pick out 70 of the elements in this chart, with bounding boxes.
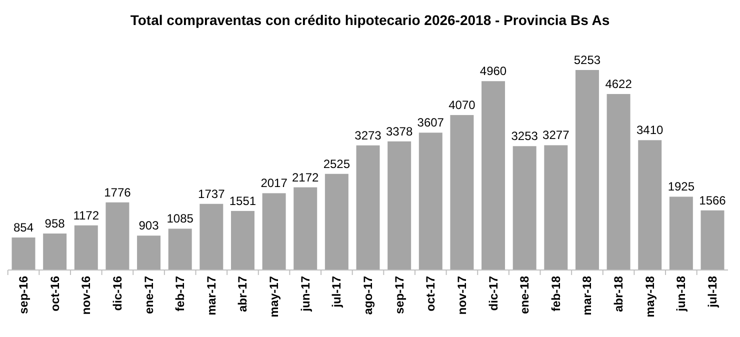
x-tick-label: ago-17 — [361, 276, 375, 315]
x-tick-label: jul-17 — [330, 276, 344, 308]
x-tick-label: sep-16 — [16, 276, 30, 314]
bar — [12, 237, 36, 270]
bar — [606, 94, 630, 270]
data-label: 1551 — [229, 194, 256, 208]
bar — [700, 210, 724, 270]
bar — [294, 187, 318, 270]
x-tick-label: jul-18 — [706, 276, 720, 308]
data-label: 903 — [138, 218, 160, 233]
data-label: 1925 — [668, 180, 695, 194]
x-tick-label: dic-17 — [486, 276, 500, 311]
data-label: 3273 — [354, 128, 382, 142]
data-label: 958 — [44, 216, 66, 231]
x-tick-label: jun-18 — [674, 276, 688, 312]
bar — [200, 204, 224, 270]
x-tick-label: oct-16 — [48, 276, 62, 312]
data-label: 3277 — [542, 128, 570, 142]
bar — [544, 145, 568, 270]
x-tick-label: dic-16 — [110, 276, 124, 311]
x-tick-label: abr-18 — [612, 276, 626, 312]
data-label: 5253 — [574, 53, 601, 67]
data-label: 3607 — [417, 116, 444, 130]
bar — [168, 228, 192, 270]
bar — [418, 132, 442, 270]
data-label: 1776 — [104, 185, 132, 200]
data-label: 2525 — [323, 156, 350, 171]
bar — [137, 236, 161, 270]
x-tick-label: jun-17 — [298, 276, 312, 312]
data-label: 2017 — [260, 176, 288, 190]
bar — [450, 115, 474, 270]
chart-title: Total compraventas con crédito hipotecario 2026-2018 - Provincia Bs As — [130, 12, 610, 28]
x-tick-label: nov-16 — [79, 276, 94, 315]
bar — [74, 225, 98, 270]
data-label: 1566 — [699, 193, 726, 208]
x-tick-label: mar-17 — [204, 276, 218, 316]
x-tick-label: oct-17 — [424, 276, 438, 312]
x-tick-label: abr-17 — [236, 276, 250, 312]
x-tick-label: may-17 — [267, 276, 282, 318]
x-tick-label: mar-18 — [580, 276, 594, 316]
x-tick-label: may-18 — [642, 276, 657, 318]
bar — [43, 234, 67, 270]
data-label: 4960 — [480, 64, 507, 78]
x-tick-label: feb-18 — [548, 276, 563, 312]
data-label: 4622 — [605, 77, 632, 92]
x-tick-label: ene-18 — [518, 276, 532, 314]
x-tick-label: nov-17 — [454, 276, 469, 315]
bar — [669, 196, 693, 270]
x-tick-label: sep-17 — [392, 276, 406, 314]
bar — [324, 174, 348, 270]
bar — [262, 193, 286, 270]
bar — [230, 210, 254, 270]
data-label: 1737 — [198, 186, 226, 201]
x-tick-label: ene-17 — [142, 276, 156, 314]
bar — [106, 202, 130, 270]
bar — [482, 81, 506, 270]
bar — [512, 146, 536, 270]
data-label: 1172 — [73, 208, 100, 222]
data-label: 3378 — [386, 124, 413, 138]
data-label: 3253 — [511, 129, 538, 144]
x-tick-label: feb-17 — [173, 276, 188, 312]
data-label: 1085 — [166, 212, 194, 226]
data-label: 4070 — [448, 98, 476, 112]
bar — [575, 70, 599, 270]
data-label: 2172 — [292, 170, 320, 184]
bar — [388, 141, 412, 270]
bar — [356, 145, 380, 270]
bar — [638, 140, 662, 270]
data-label: 3410 — [636, 123, 664, 138]
data-label: 854 — [13, 220, 34, 234]
